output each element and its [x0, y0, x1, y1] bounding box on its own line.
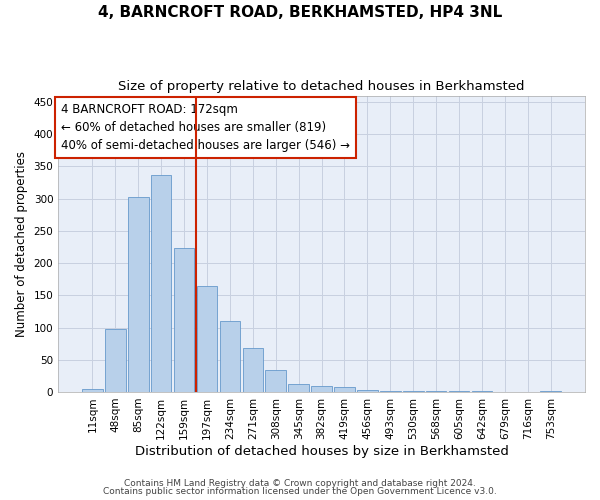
Bar — [174, 248, 194, 392]
Bar — [426, 390, 446, 392]
Text: Contains HM Land Registry data © Crown copyright and database right 2024.: Contains HM Land Registry data © Crown c… — [124, 478, 476, 488]
Bar — [151, 175, 172, 392]
Text: Contains public sector information licensed under the Open Government Licence v3: Contains public sector information licen… — [103, 487, 497, 496]
Bar — [289, 384, 309, 392]
Bar — [220, 321, 240, 392]
X-axis label: Distribution of detached houses by size in Berkhamsted: Distribution of detached houses by size … — [134, 444, 509, 458]
Bar — [197, 286, 217, 392]
Bar — [242, 348, 263, 392]
Bar — [311, 386, 332, 392]
Bar — [357, 390, 378, 392]
Bar — [265, 370, 286, 392]
Bar — [128, 196, 149, 392]
Bar — [105, 330, 125, 392]
Bar — [334, 388, 355, 392]
Bar — [82, 388, 103, 392]
Title: Size of property relative to detached houses in Berkhamsted: Size of property relative to detached ho… — [118, 80, 525, 93]
Y-axis label: Number of detached properties: Number of detached properties — [15, 151, 28, 337]
Text: 4, BARNCROFT ROAD, BERKHAMSTED, HP4 3NL: 4, BARNCROFT ROAD, BERKHAMSTED, HP4 3NL — [98, 5, 502, 20]
Text: 4 BARNCROFT ROAD: 172sqm
← 60% of detached houses are smaller (819)
40% of semi-: 4 BARNCROFT ROAD: 172sqm ← 60% of detach… — [61, 103, 350, 152]
